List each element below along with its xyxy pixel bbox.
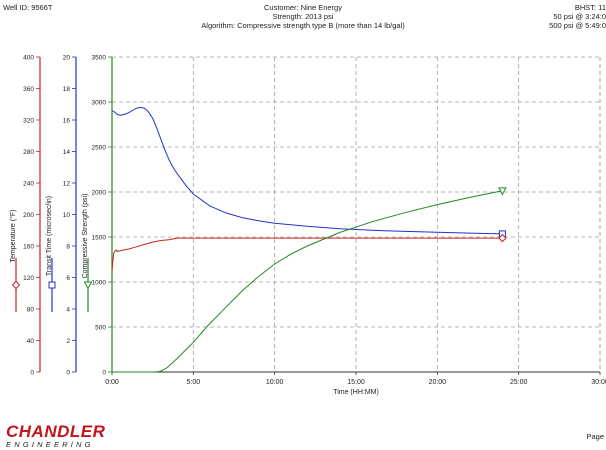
compressive_strength-tick-label: 2500 — [92, 145, 107, 152]
x-tick-label: 5:00 — [187, 379, 201, 386]
transit_time-tick-label: 20 — [63, 55, 71, 62]
strength-label: Strength: 2013 psi — [272, 12, 334, 21]
compressive_strength-tick-label: 1500 — [92, 235, 107, 242]
transit_time-tick-label: 10 — [63, 212, 71, 219]
x-tick-label: 10:00 — [266, 379, 284, 386]
transit_time-tick-label: 16 — [63, 118, 71, 125]
temperature-legend-marker — [11, 280, 21, 290]
algorithm-label: Algorithm: Compressive strength type B (… — [201, 21, 405, 30]
transit_time-tick-label: 0 — [66, 370, 70, 377]
temperature-series-line — [111, 237, 503, 272]
temperature-tick-label: 80 — [27, 307, 35, 314]
compressive_strength-tick-label: 0 — [102, 370, 106, 377]
temperature-tick-label: 40 — [27, 338, 35, 345]
compressive_strength-series-line — [112, 190, 503, 373]
compressive_strength-tick-label: 1000 — [92, 280, 107, 287]
temperature-series-end-marker — [498, 233, 507, 243]
temperature-tick-label: 400 — [23, 55, 34, 62]
strength-chart: 0:00 5:00 10:00 15:00 20:00 25:00 30:00 Time (H… — [9, 55, 606, 397]
transit_time-axis-title: Transit Time (microsec/in) — [46, 196, 53, 276]
transit_time-tick-label: 8 — [66, 244, 70, 251]
temperature-tick-label: 240 — [23, 181, 34, 188]
transit_time-tick-label: 2 — [66, 338, 70, 345]
temperature-tick-label: 200 — [23, 212, 34, 219]
brand-subtitle: ENGINEERING — [6, 440, 94, 449]
compressive_strength-series-end-marker — [498, 187, 507, 196]
x-tick-label: 20:00 — [429, 379, 447, 386]
transit_time-tick-label: 18 — [63, 86, 71, 93]
x-tick-label: 30:00 — [591, 379, 606, 386]
brand-name: CHANDLER — [6, 422, 106, 441]
x-axis-label: Time (HH:MM) — [333, 389, 379, 396]
brand-logo: CHANDLER ENGINEERING — [6, 423, 105, 449]
compressive_strength-tick-label: 500 — [95, 325, 106, 332]
report-header-right: BHST: 11 50 psi @ 3:24:0 500 psi @ 5:49:… — [549, 3, 606, 30]
temperature-tick-label: 360 — [23, 86, 34, 93]
transit_time-tick-label: 12 — [63, 181, 71, 188]
transit_time-tick-label: 6 — [66, 275, 70, 282]
temperature-tick-label: 320 — [23, 118, 34, 125]
compressive_strength-legend-marker — [83, 281, 93, 290]
temperature-tick-label: 160 — [23, 244, 34, 251]
temperature-tick-label: 0 — [30, 370, 34, 377]
customer-label: Customer: Nine Energy — [264, 3, 342, 12]
x-tick-label: 0:00 — [105, 379, 119, 386]
x-tick-label: 15:00 — [347, 379, 365, 386]
transit_time-series-line — [111, 106, 503, 235]
transit_time-legend-marker — [48, 281, 56, 289]
compressive_strength-axis-title: Compressive Strength (psi) — [82, 194, 89, 279]
bhst-label: BHST: 11 — [574, 3, 606, 12]
compressive_strength-tick-label: 3500 — [92, 55, 107, 62]
transit_time-tick-label: 4 — [66, 307, 70, 314]
well-id: Well ID: 9566T — [3, 3, 53, 12]
psi500-label: 500 psi @ 5:49:0 — [549, 21, 606, 30]
psi50-label: 50 psi @ 3:24:0 — [553, 12, 606, 21]
transit_time-tick-label: 14 — [63, 149, 71, 156]
temperature-axis-title: Temperature (°F) — [9, 210, 17, 263]
report-header-center: Customer: Nine Energy Strength: 2013 psi… — [150, 3, 456, 30]
temperature-tick-label: 280 — [23, 149, 34, 156]
temperature-tick-label: 120 — [23, 275, 34, 282]
compressive_strength-tick-label: 2000 — [92, 190, 107, 197]
compressive_strength-tick-label: 3000 — [92, 100, 107, 107]
x-tick-label: 25:00 — [510, 379, 528, 386]
page-label: Page — [586, 432, 604, 441]
